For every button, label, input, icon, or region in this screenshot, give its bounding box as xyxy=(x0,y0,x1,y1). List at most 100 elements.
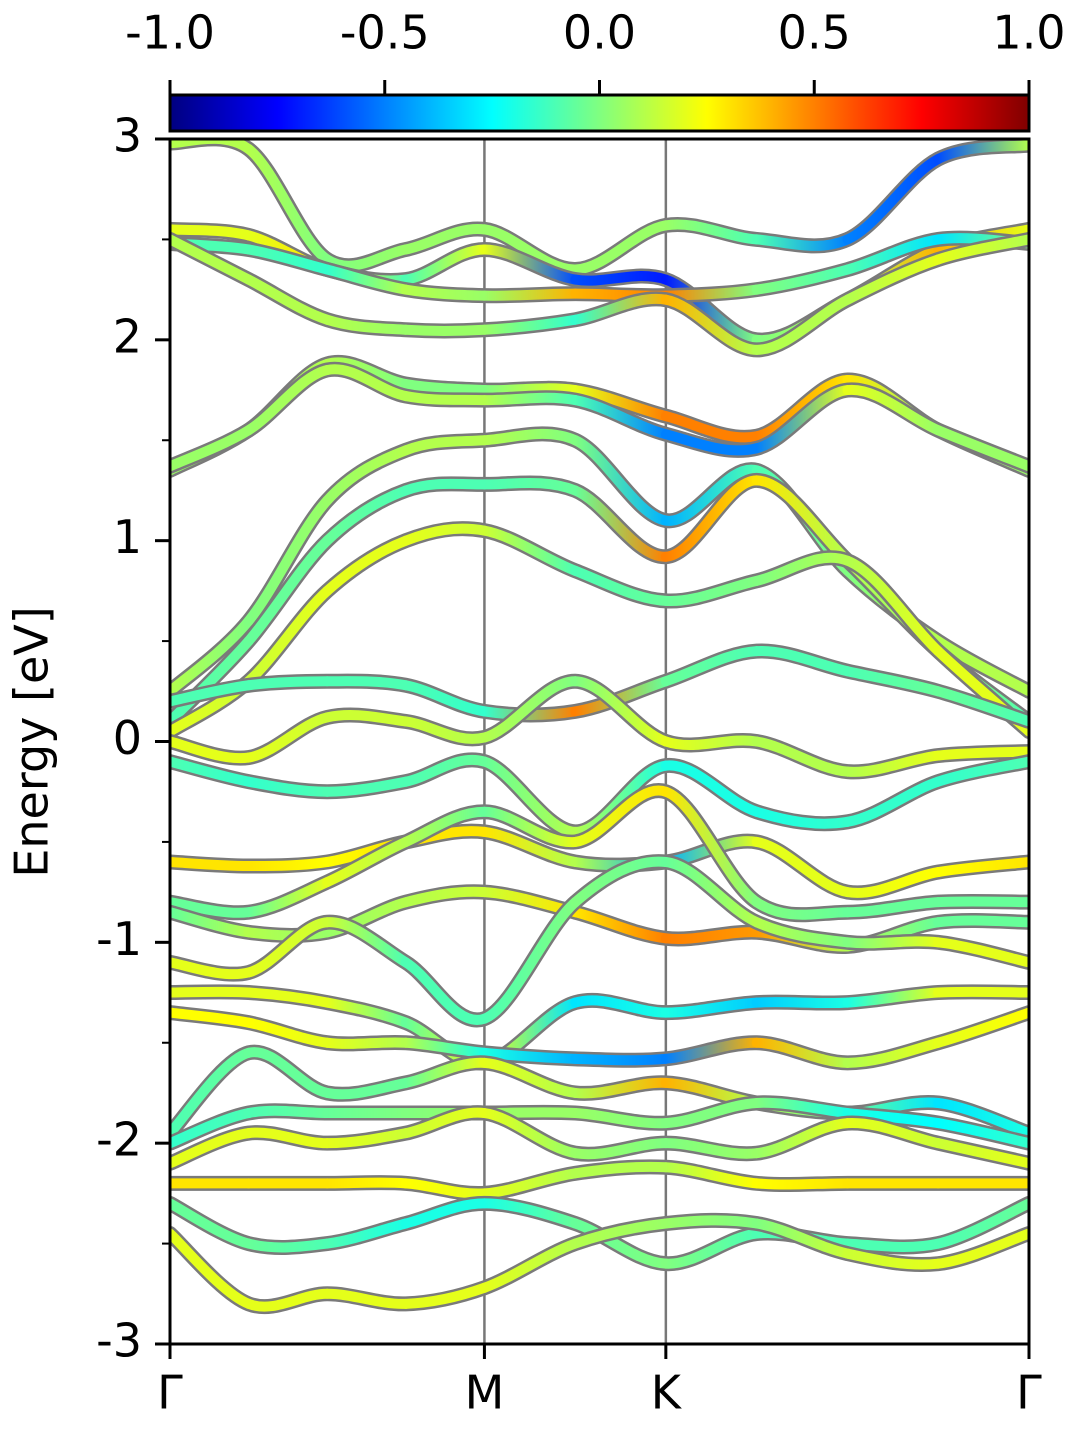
band-segment xyxy=(933,140,1029,165)
band-segment xyxy=(170,857,254,872)
x-tick-label: K xyxy=(651,1366,683,1420)
band-segment xyxy=(570,385,671,422)
band-segment xyxy=(842,555,944,657)
band-segment xyxy=(322,1077,411,1100)
y-tick-label: 3 xyxy=(113,109,142,163)
band-segment xyxy=(479,477,581,496)
band-segment xyxy=(170,957,254,980)
band-segment xyxy=(322,445,411,506)
band-segment xyxy=(660,1037,762,1064)
band-segment xyxy=(660,646,762,687)
band-segment xyxy=(322,264,411,295)
band-segment xyxy=(400,244,490,285)
band-segment xyxy=(400,1057,490,1088)
band-segment xyxy=(570,760,671,837)
band-segment xyxy=(170,736,254,764)
band-segment xyxy=(842,1037,944,1068)
band-segment xyxy=(479,897,581,1024)
x-tick-label: Γ xyxy=(1016,1366,1042,1420)
band-segment xyxy=(243,857,333,872)
band-segment xyxy=(660,1215,762,1229)
band-segment xyxy=(170,616,254,697)
band-segment xyxy=(170,986,254,998)
band-segment xyxy=(842,1238,944,1252)
band-segment xyxy=(751,475,853,566)
band-segment xyxy=(322,1037,411,1049)
band-segment xyxy=(660,284,762,301)
band-segment xyxy=(170,897,254,918)
band-segment xyxy=(660,997,762,1018)
y-tick-label: 2 xyxy=(113,309,142,363)
band-segment xyxy=(570,995,671,1018)
band-segment xyxy=(400,806,490,847)
colorbar-tick-label: 0.5 xyxy=(778,6,851,60)
band-segment xyxy=(660,411,762,443)
band-segment xyxy=(933,686,1029,727)
band-segment xyxy=(842,666,944,697)
colorbar-tick-label: -1.0 xyxy=(125,6,215,60)
band-segment xyxy=(933,425,1029,472)
band-segment xyxy=(933,746,1029,761)
band-segment xyxy=(400,324,490,337)
band-segment xyxy=(322,1218,411,1249)
band-segment xyxy=(660,927,762,944)
band-segment xyxy=(660,1228,762,1269)
band-segment xyxy=(479,676,581,743)
band-segment xyxy=(243,1017,333,1048)
band-segment xyxy=(933,857,1029,878)
band-segment xyxy=(170,1007,254,1028)
band-segment xyxy=(322,314,411,335)
band-segment xyxy=(933,756,1029,787)
band-segment xyxy=(322,676,411,691)
band-segment xyxy=(243,585,333,687)
band-segment xyxy=(933,1007,1029,1048)
band-segment xyxy=(479,1047,581,1064)
band-segment xyxy=(243,274,333,325)
band-segment xyxy=(170,1228,254,1309)
band-segment xyxy=(479,1238,581,1293)
band-segment xyxy=(400,680,490,717)
band-segment xyxy=(933,1098,1029,1139)
band-segment xyxy=(322,997,411,1028)
band-segment xyxy=(479,806,581,847)
band-segment xyxy=(400,886,490,908)
band-segment xyxy=(243,144,333,265)
band-segment xyxy=(479,826,581,867)
band-segment xyxy=(170,224,254,241)
band-segment xyxy=(842,385,944,436)
band-segment xyxy=(479,392,581,406)
band-segment xyxy=(322,710,411,727)
band-segment xyxy=(479,1108,581,1159)
band-segment xyxy=(660,274,762,345)
band-segment xyxy=(751,997,853,1009)
y-tick-label: -1 xyxy=(96,912,142,966)
band-segment xyxy=(660,1162,762,1189)
band-segment xyxy=(400,716,490,744)
band-segment xyxy=(842,936,944,949)
band-segment xyxy=(170,1047,254,1139)
band-segment xyxy=(570,1108,671,1129)
colorbar xyxy=(168,93,1031,133)
band-segment xyxy=(400,391,490,406)
band-segment xyxy=(570,271,671,286)
y-tick-label: 0 xyxy=(113,711,142,765)
band-segment xyxy=(400,1282,490,1309)
band-segment xyxy=(660,735,762,750)
band-segment xyxy=(660,575,762,606)
band-segment xyxy=(751,385,853,454)
band-segment xyxy=(479,383,581,396)
band-segment xyxy=(751,836,853,898)
band-segment xyxy=(400,478,490,496)
band-segment xyxy=(842,1248,944,1270)
band-segment xyxy=(243,917,333,978)
band-segment xyxy=(243,1127,333,1149)
x-tick-label: Γ xyxy=(157,1366,183,1420)
band-segment xyxy=(243,1047,333,1098)
band-segment xyxy=(751,264,853,295)
band-segment xyxy=(570,395,671,440)
band-segment xyxy=(751,1118,853,1159)
band-segment xyxy=(400,379,490,396)
band-segment xyxy=(933,896,1029,908)
y-tick-label: -2 xyxy=(96,1113,142,1167)
band-segment xyxy=(660,219,762,245)
